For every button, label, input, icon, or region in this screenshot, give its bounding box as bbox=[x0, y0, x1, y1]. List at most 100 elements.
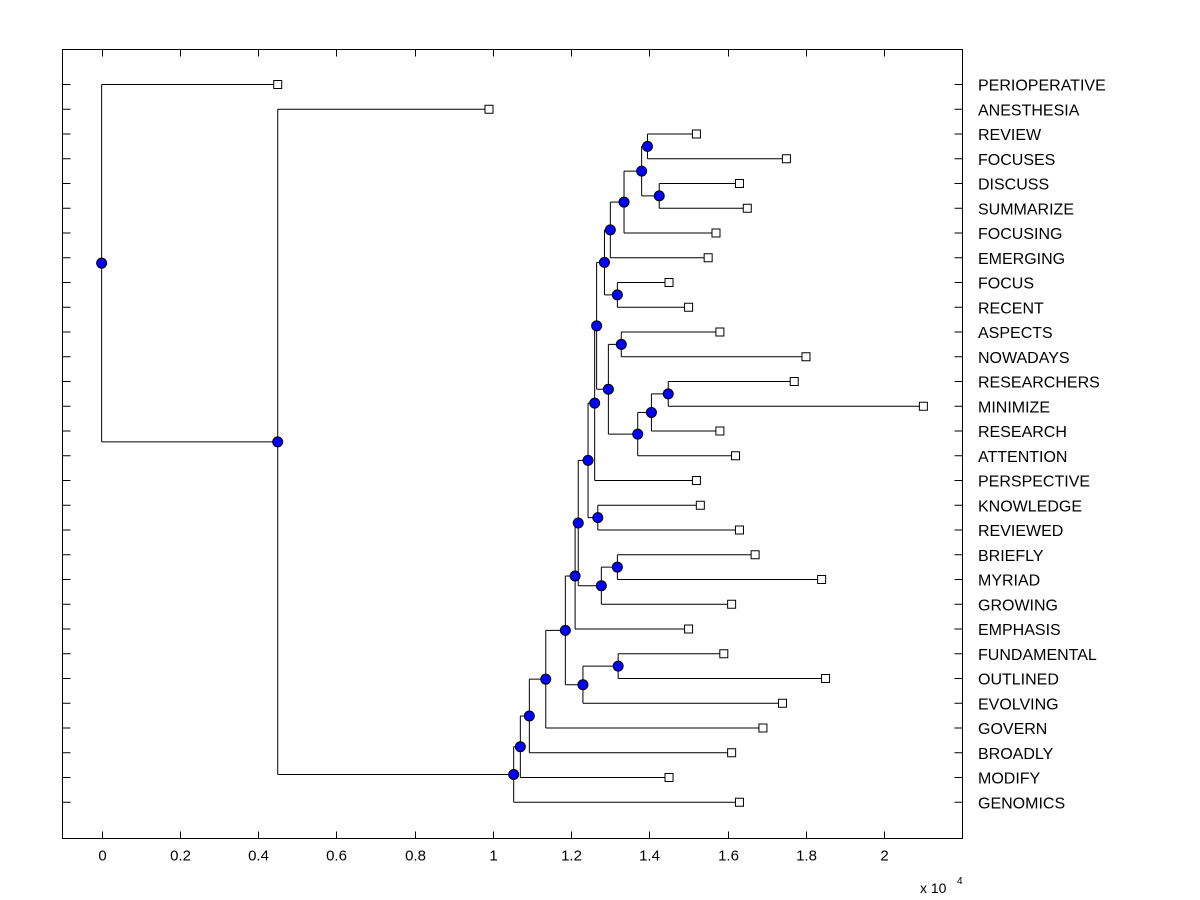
merge-node bbox=[636, 165, 648, 177]
leaf-marker bbox=[691, 476, 701, 485]
merge-node bbox=[604, 224, 616, 236]
leaf-marker bbox=[734, 797, 744, 807]
merge-node bbox=[602, 383, 614, 395]
leaf-marker bbox=[781, 154, 791, 164]
merge-node bbox=[662, 388, 674, 400]
leaf-marker bbox=[715, 426, 725, 436]
leaf-label: FUNDAMENTAL bbox=[978, 647, 1097, 664]
merge-node bbox=[582, 454, 594, 466]
merge-node bbox=[595, 580, 607, 592]
leaf-label: FOCUSES bbox=[978, 152, 1055, 169]
leaf-label: FOCUSING bbox=[978, 226, 1062, 243]
x-tick-label: 1.6 bbox=[718, 848, 739, 865]
leaf-label: RESEARCH bbox=[978, 424, 1067, 441]
merge-node bbox=[272, 436, 284, 448]
leaf-marker bbox=[715, 327, 725, 337]
y-axis-ticks bbox=[62, 84, 963, 803]
leaf-marker bbox=[801, 352, 811, 362]
x-tick-label: 0.4 bbox=[248, 848, 269, 865]
merge-node bbox=[523, 710, 535, 722]
leaf-marker bbox=[484, 104, 494, 114]
merge-node bbox=[645, 406, 657, 418]
merge-node bbox=[96, 257, 108, 269]
leaf-marker bbox=[691, 129, 701, 139]
x-tick-label: 0.8 bbox=[405, 848, 426, 865]
leaf-label: SUMMARIZE bbox=[978, 201, 1074, 218]
merge-node bbox=[589, 397, 601, 409]
x-tick-label: 2 bbox=[880, 848, 888, 865]
merge-node bbox=[569, 570, 581, 582]
leaf-labels: PERIOPERATIVE ANESTHESIA REVIEW FOCUSES DISC… bbox=[978, 78, 1106, 813]
merge-node bbox=[615, 338, 627, 350]
leaf-label: MINIMIZE bbox=[978, 399, 1050, 416]
merge-node bbox=[611, 289, 623, 301]
leaf-label: KNOWLEDGE bbox=[978, 498, 1082, 515]
merge-node bbox=[592, 512, 604, 524]
leaf-label: REVIEWED bbox=[978, 523, 1063, 540]
x-tick-label: 1 bbox=[489, 848, 497, 865]
leaf-marker bbox=[821, 674, 831, 683]
merge-nodes bbox=[96, 140, 674, 780]
leaf-label: RESEARCHERS bbox=[978, 375, 1100, 392]
leaf-label: MYRIAD bbox=[978, 573, 1040, 590]
leaf-marker bbox=[918, 401, 928, 411]
leaf-marker bbox=[734, 525, 744, 535]
leaf-marker bbox=[742, 203, 752, 213]
leaf-label: RECENT bbox=[978, 300, 1044, 317]
leaf-marker bbox=[664, 278, 674, 287]
plot-frame bbox=[62, 49, 963, 839]
merge-node bbox=[612, 660, 624, 672]
leaf-label: PERSPECTIVE bbox=[978, 474, 1090, 491]
leaf-marker bbox=[750, 550, 760, 560]
leaf-marker bbox=[695, 500, 705, 510]
leaf-label: PERIOPERATIVE bbox=[978, 78, 1106, 95]
x-tick-label: 0.6 bbox=[326, 848, 347, 865]
leaf-marker bbox=[684, 624, 694, 634]
merge-node bbox=[653, 190, 665, 202]
merge-node bbox=[559, 624, 571, 636]
leaf-label: BROADLY bbox=[978, 746, 1054, 763]
merge-node bbox=[591, 320, 603, 332]
merge-node bbox=[642, 140, 653, 152]
leaf-label: ASPECTS bbox=[978, 325, 1053, 342]
x-tick-label: 0.2 bbox=[170, 848, 191, 865]
leaf-label: ANESTHESIA bbox=[978, 102, 1080, 119]
leaf-marker bbox=[711, 228, 721, 238]
leaf-marker bbox=[273, 80, 283, 89]
leaf-label: GENOMICS bbox=[978, 795, 1065, 812]
branches bbox=[101, 84, 924, 803]
leaf-label: DISCUSS bbox=[978, 177, 1049, 194]
leaf-marker bbox=[727, 599, 737, 609]
merge-node bbox=[598, 256, 610, 268]
leaf-marker bbox=[727, 748, 737, 758]
merge-node bbox=[540, 673, 552, 685]
merge-node bbox=[577, 679, 589, 691]
x-tick-label: 1.4 bbox=[639, 848, 660, 865]
leaf-label: OUTLINED bbox=[978, 672, 1059, 689]
x-multiplier: x 10 bbox=[920, 880, 947, 896]
merge-node bbox=[508, 768, 520, 780]
merge-node bbox=[632, 428, 644, 440]
merge-node bbox=[514, 741, 526, 753]
leaf-label: EMPHASIS bbox=[978, 622, 1061, 639]
leaf-label: ATTENTION bbox=[978, 449, 1067, 466]
leaf-marker bbox=[817, 575, 827, 584]
x-multiplier-base: x 10 bbox=[920, 880, 947, 896]
leaf-label: EVOLVING bbox=[978, 696, 1059, 713]
x-tick-label: 0 bbox=[98, 848, 106, 865]
leaf-label: GOVERN bbox=[978, 721, 1047, 738]
leaf-label: EMERGING bbox=[978, 251, 1065, 268]
merge-node bbox=[611, 561, 623, 573]
merge-node bbox=[618, 196, 630, 208]
leaf-marker bbox=[684, 302, 694, 312]
x-axis-ticks bbox=[102, 49, 885, 839]
leaf-label: BRIEFLY bbox=[978, 548, 1044, 565]
leaf-marker bbox=[703, 253, 713, 263]
leaf-marker bbox=[719, 649, 729, 659]
leaf-marker bbox=[758, 723, 768, 733]
x-tick-label: 1.8 bbox=[796, 848, 817, 865]
leaf-markers bbox=[273, 80, 928, 807]
leaf-label: REVIEW bbox=[978, 127, 1042, 144]
leaf-label: MODIFY bbox=[978, 771, 1041, 788]
